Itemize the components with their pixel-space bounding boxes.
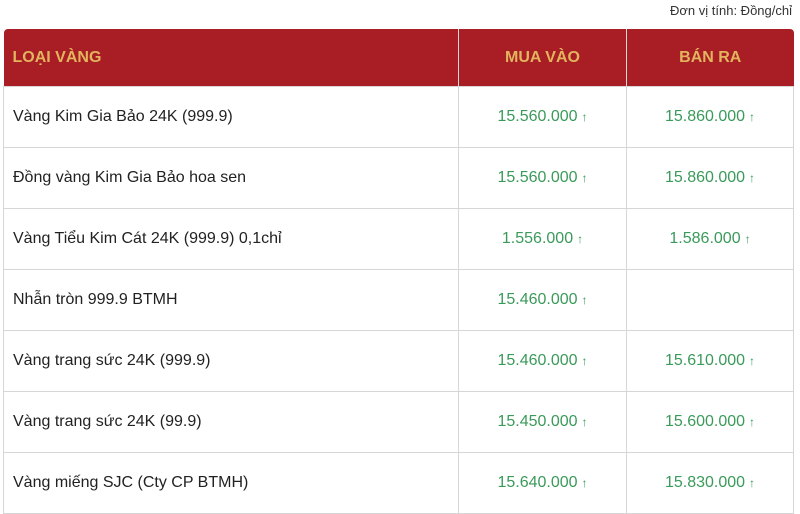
arrow-up-icon: ↑ [749,171,756,185]
gold-price-table: LOẠI VÀNG MUA VÀO BÁN RA Vàng Kim Gia Bả… [3,29,794,514]
header-type: LOẠI VÀNG [3,29,459,87]
header-buy: MUA VÀO [458,29,627,87]
table-row: Đồng vàng Kim Gia Bảo hoa sen 15.560.000 ↑… [3,147,794,209]
arrow-up-icon: ↑ [581,415,588,429]
table-row: Vàng Kim Gia Bảo 24K (999.9) 15.560.000 ↑ 1… [3,86,794,148]
arrow-up-icon: ↑ [581,354,588,368]
buy-price: 15.460.000 ↑ [458,269,627,331]
arrow-up-icon: ↑ [749,354,756,368]
buy-price: 15.460.000 ↑ [458,330,627,392]
arrow-up-icon: ↑ [744,232,751,246]
sell-price: 1.586.000 ↑ [626,208,794,270]
arrow-up-icon: ↑ [749,110,756,124]
arrow-up-icon: ↑ [581,171,588,185]
arrow-up-icon: ↑ [581,476,588,490]
table-row: Vàng miếng SJC (Cty CP BTMH) 15.640.000 ↑ 1… [3,452,794,514]
arrow-up-icon: ↑ [577,232,584,246]
sell-price: 15.600.000 ↑ [626,391,794,453]
table-header: LOẠI VÀNG MUA VÀO BÁN RA [3,29,794,87]
table-row: Vàng trang sức 24K (99.9) 15.450.000 ↑ 15.6… [3,391,794,453]
sell-price: 15.610.000 ↑ [626,330,794,392]
gold-type: Vàng Tiểu Kim Cát 24K (999.9) 0,1chỉ [3,208,459,270]
table-row: Vàng trang sức 24K (999.9) 15.460.000 ↑ 15.… [3,330,794,392]
gold-type: Vàng trang sức 24K (99.9) [3,391,459,453]
gold-type: Nhẫn tròn 999.9 BTMH [3,269,459,331]
sell-price: 15.860.000 ↑ [626,86,794,148]
arrow-up-icon: ↑ [749,476,756,490]
gold-type: Vàng miếng SJC (Cty CP BTMH) [3,452,459,514]
sell-price [626,269,794,331]
buy-price: 1.556.000 ↑ [458,208,627,270]
table-row: Vàng Tiểu Kim Cát 24K (999.9) 0,1chỉ 1.55… [3,208,794,270]
arrow-up-icon: ↑ [581,110,588,124]
buy-price: 15.560.000 ↑ [458,147,627,209]
sell-price: 15.830.000 ↑ [626,452,794,514]
header-sell: BÁN RA [626,29,794,87]
table-row: Nhẫn tròn 999.9 BTMH 15.460.000 ↑ [3,269,794,331]
gold-type: Vàng trang sức 24K (999.9) [3,330,459,392]
buy-price: 15.560.000 ↑ [458,86,627,148]
unit-label: Đơn vị tính: Đồng/chỉ [670,3,792,18]
gold-type: Vàng Kim Gia Bảo 24K (999.9) [3,86,459,148]
buy-price: 15.640.000 ↑ [458,452,627,514]
buy-price: 15.450.000 ↑ [458,391,627,453]
arrow-up-icon: ↑ [581,293,588,307]
gold-type: Đồng vàng Kim Gia Bảo hoa sen [3,147,459,209]
arrow-up-icon: ↑ [749,415,756,429]
sell-price: 15.860.000 ↑ [626,147,794,209]
